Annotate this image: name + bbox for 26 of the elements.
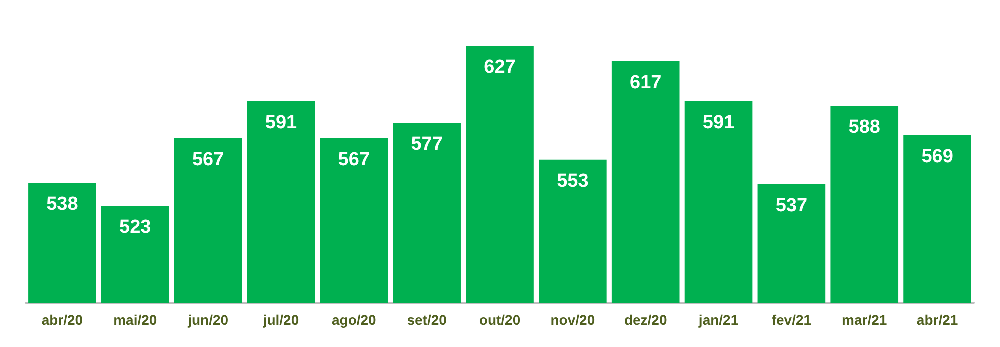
x-tick-label: jun/20 bbox=[187, 312, 229, 328]
data-label: 577 bbox=[411, 134, 443, 155]
data-label: 617 bbox=[630, 72, 662, 94]
x-tick-label: ago/20 bbox=[332, 312, 377, 328]
x-tick-label: out/20 bbox=[479, 312, 521, 328]
x-tick-label: nov/20 bbox=[550, 312, 596, 328]
data-label: 588 bbox=[848, 117, 880, 138]
x-tick-label: fev/21 bbox=[772, 312, 812, 328]
data-label: 569 bbox=[922, 146, 954, 168]
data-label: 591 bbox=[265, 112, 298, 134]
data-label: 553 bbox=[557, 170, 589, 192]
data-label: 627 bbox=[484, 57, 516, 78]
data-label: 537 bbox=[776, 196, 808, 217]
data-label: 567 bbox=[338, 149, 370, 170]
data-label: 523 bbox=[120, 217, 152, 238]
x-tick-label: jan/21 bbox=[698, 312, 739, 328]
x-tick-label: dez/20 bbox=[624, 312, 668, 328]
x-tick-label: abr/21 bbox=[916, 312, 958, 328]
x-tick-label: mar/21 bbox=[842, 312, 888, 328]
data-label: 567 bbox=[192, 149, 224, 170]
x-tick-label: set/20 bbox=[407, 312, 448, 328]
data-label: 538 bbox=[46, 194, 78, 215]
x-tick-label: mai/20 bbox=[114, 312, 158, 328]
x-tick-label: jul/20 bbox=[262, 312, 300, 328]
x-tick-label: abr/20 bbox=[42, 312, 84, 328]
data-label: 591 bbox=[702, 112, 736, 134]
